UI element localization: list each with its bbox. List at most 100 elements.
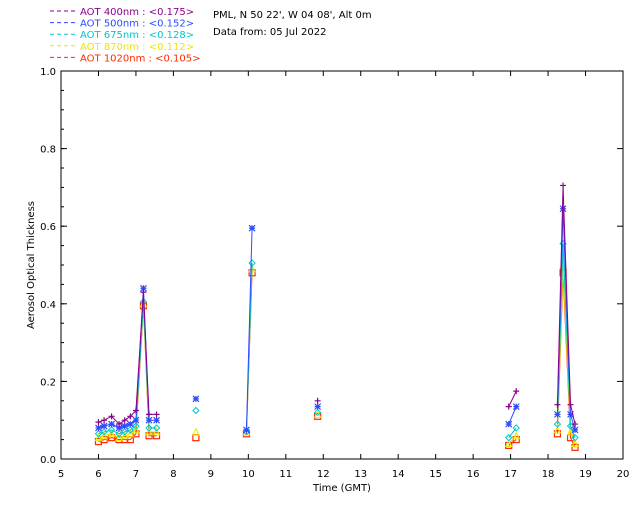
x-tick-label: 6 <box>95 469 101 480</box>
data-point-square <box>132 430 140 438</box>
x-tick-label: 5 <box>58 469 64 480</box>
data-point-diamond <box>126 426 135 434</box>
data-point-star <box>512 403 520 411</box>
y-tick-label: 0.2 <box>40 377 56 388</box>
data-point-star <box>132 416 140 424</box>
data-point-plus <box>101 417 108 424</box>
data-point-diamond <box>100 428 108 436</box>
data-point-star <box>108 420 116 428</box>
data-point-square <box>152 432 161 440</box>
x-tick-label: 9 <box>208 469 214 480</box>
series-line <box>508 406 517 425</box>
data-point-square <box>512 436 520 444</box>
data-point-triangle <box>100 431 108 440</box>
plot-area <box>94 182 579 451</box>
data-point-diamond <box>242 428 251 436</box>
data-point-triangle <box>566 427 575 436</box>
data-point-star <box>100 422 108 430</box>
date-info: Data from: 05 Jul 2022 <box>213 27 326 38</box>
legend-entry: AOT 1020nm : <0.105> <box>80 53 200 64</box>
legend-entry: AOT 675nm : <0.128> <box>80 30 194 41</box>
data-point-plus <box>116 421 123 428</box>
data-point-star <box>567 410 574 418</box>
data-point-triangle <box>115 433 123 442</box>
data-point-plus <box>567 401 574 408</box>
x-tick-label: 19 <box>579 469 592 480</box>
data-point-diamond <box>139 298 148 306</box>
data-point-diamond <box>512 424 520 432</box>
data-point-triangle <box>107 429 116 438</box>
data-point-star <box>314 403 322 411</box>
data-point-star <box>153 416 160 424</box>
x-tick-label: 14 <box>392 469 405 480</box>
x-tick-label: 8 <box>170 469 176 480</box>
data-point-plus <box>140 289 147 296</box>
data-point-square <box>107 434 116 442</box>
data-point-plus <box>572 421 579 428</box>
x-tick-label: 10 <box>242 469 255 480</box>
data-point-diamond <box>505 433 513 442</box>
data-point-star <box>95 424 102 432</box>
x-tick-label: 16 <box>467 469 480 480</box>
data-point-triangle <box>145 427 153 436</box>
data-point-plus <box>314 397 321 404</box>
data-point-plus <box>513 388 520 395</box>
series-group <box>94 239 579 442</box>
data-point-square <box>192 434 200 442</box>
series-line <box>98 292 157 425</box>
data-point-diamond <box>132 422 140 430</box>
y-axis: 0.0 0.2 0.4 0.6 0.8 1.0 <box>40 67 623 466</box>
site-info: PML, N 50 22', W 04 08', Alt 0m <box>213 10 372 21</box>
data-point-triangle <box>152 427 161 436</box>
plot-frame <box>60 70 624 460</box>
data-point-diamond <box>248 259 256 267</box>
data-point-star <box>145 416 153 424</box>
data-point-star <box>505 420 513 428</box>
data-point-star <box>126 420 134 428</box>
data-point-diamond <box>192 406 200 415</box>
data-point-diamond <box>566 422 575 430</box>
x-tick-label: 13 <box>354 469 367 480</box>
data-point-triangle <box>553 425 562 434</box>
data-point-square <box>145 432 153 440</box>
y-tick-label: 0.8 <box>40 145 56 156</box>
y-axis-label: Aerosol Optical Thickness <box>26 201 37 329</box>
data-point-plus <box>95 419 102 426</box>
data-point-square <box>571 443 579 451</box>
legend: AOT 400nm : <0.175>AOT 500nm : <0.152>AO… <box>50 7 200 64</box>
y-tick-label: 0.4 <box>40 300 56 311</box>
legend-entry: AOT 870nm : <0.112> <box>80 42 194 53</box>
data-point-triangle <box>126 429 135 438</box>
data-point-triangle <box>512 431 521 440</box>
data-point-star <box>554 410 561 418</box>
data-point-star <box>571 426 579 434</box>
series-line <box>556 185 576 425</box>
data-point-plus <box>560 182 567 189</box>
data-point-plus <box>554 401 561 408</box>
data-point-plus <box>132 407 139 414</box>
data-point-triangle <box>94 433 103 442</box>
data-point-star <box>140 284 147 292</box>
data-point-triangle <box>120 431 129 440</box>
y-tick-label: 1.0 <box>40 67 56 78</box>
data-point-square <box>553 430 562 438</box>
series-group <box>95 205 579 434</box>
series-line <box>508 390 517 407</box>
legend-entry: AOT 400nm : <0.175> <box>80 7 194 18</box>
data-point-star <box>192 395 200 403</box>
x-tick-label: 7 <box>133 469 139 480</box>
y-tick-label: 0.6 <box>40 222 56 233</box>
data-point-diamond <box>313 408 322 417</box>
series-line <box>508 439 517 446</box>
data-point-diamond <box>115 430 123 438</box>
data-point-plus <box>505 403 512 410</box>
data-point-star <box>243 426 250 434</box>
data-point-triangle <box>192 427 200 436</box>
x-tick-label: 11 <box>279 469 292 480</box>
data-point-triangle <box>313 410 322 418</box>
data-point-plus <box>153 411 160 418</box>
x-axis-label: Time (GMT) <box>312 483 371 494</box>
data-point-star <box>559 205 567 213</box>
x-tick-label: 12 <box>317 469 330 480</box>
